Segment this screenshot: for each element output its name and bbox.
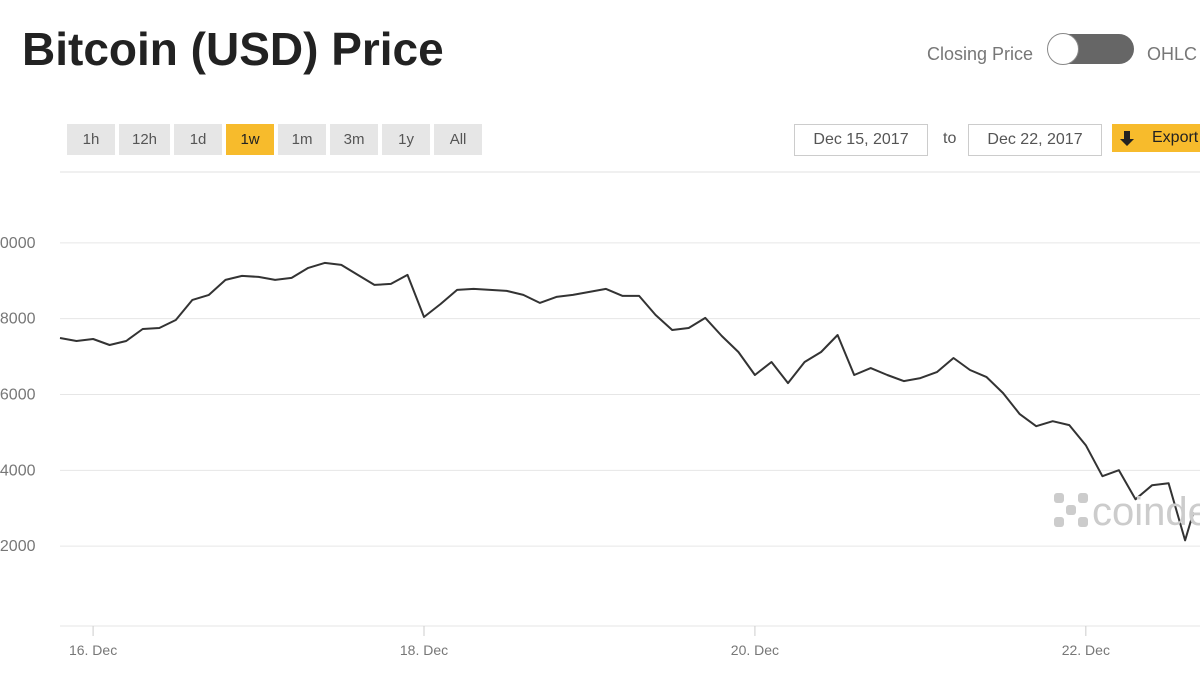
date-input[interactable]: Dec 22, 2017 xyxy=(968,124,1102,156)
toggle-switch[interactable] xyxy=(1047,33,1134,65)
range-button[interactable]: 12h xyxy=(119,124,171,155)
y-tick-label: 14000 xyxy=(0,462,36,479)
range-button[interactable]: 1m xyxy=(278,124,327,155)
range-button[interactable]: 1y xyxy=(382,124,431,155)
export-button[interactable]: Export xyxy=(1112,124,1200,152)
y-tick-label: 20000 xyxy=(0,235,36,252)
range-button[interactable]: 1w xyxy=(226,124,275,155)
to-label: to xyxy=(943,130,957,147)
range-button[interactable]: 1d xyxy=(174,124,223,155)
watermark-text: coindesk xyxy=(1092,490,1200,534)
x-tick-label: 20. Dec xyxy=(731,642,779,658)
toggle-knob xyxy=(1047,33,1079,65)
y-tick-label: 18000 xyxy=(0,311,36,328)
watermark-logo xyxy=(1054,493,1088,527)
range-button[interactable]: All xyxy=(434,124,483,155)
range-button[interactable]: 3m xyxy=(330,124,379,155)
y-tick-label: 16000 xyxy=(0,387,36,404)
x-tick-label: 16. Dec xyxy=(69,642,117,658)
page-title: Bitcoin (USD) Price xyxy=(22,23,444,75)
x-tick-label: 22. Dec xyxy=(1062,642,1110,658)
export-icon xyxy=(1120,131,1134,146)
watermark: coindesk xyxy=(1052,490,1200,535)
toggle-label[interactable]: OHLC xyxy=(1147,44,1198,64)
date-input[interactable]: Dec 15, 2017 xyxy=(794,124,928,156)
range-button[interactable]: 1h xyxy=(67,124,115,155)
y-tick-label: 12000 xyxy=(0,538,36,555)
range-buttons: 1h 12h 1d 1w 1m 3m 1y All xyxy=(67,124,483,155)
x-tick-label: 18. Dec xyxy=(400,642,448,658)
price-line xyxy=(59,261,1195,542)
toggle-label[interactable]: Closing Price xyxy=(927,44,1034,64)
export-label: Export xyxy=(1152,129,1199,146)
